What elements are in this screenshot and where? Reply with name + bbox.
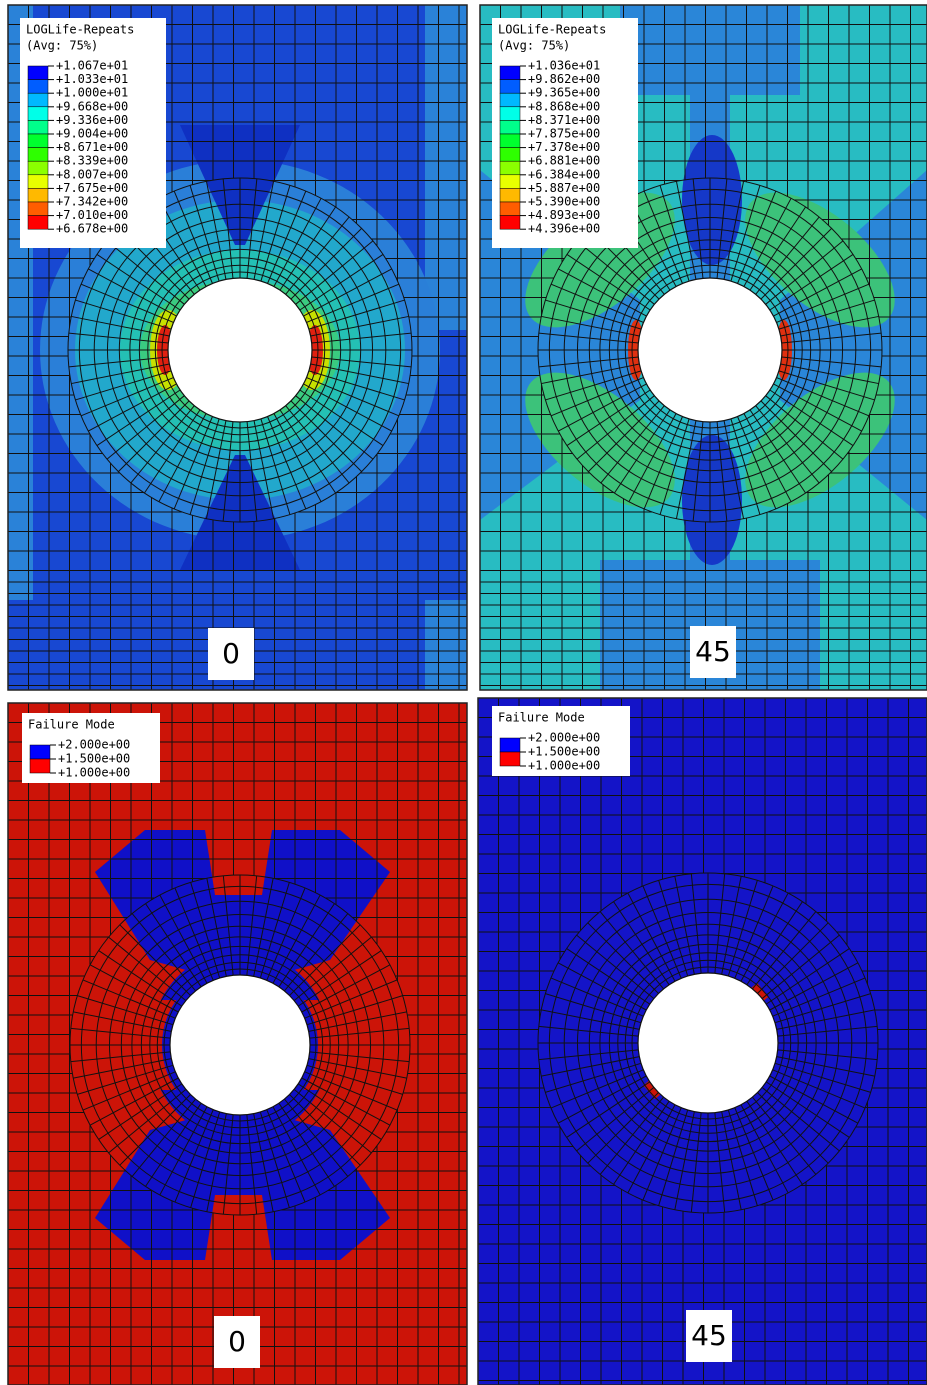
legend-title: LOGLife-Repeats — [498, 23, 606, 37]
legend-value: +5.390e+00 — [528, 195, 600, 209]
legend-swatch — [500, 120, 520, 134]
legend-value: +7.342e+00 — [56, 195, 128, 209]
legend-value: +1.067e+01 — [56, 59, 128, 73]
legend-title: Failure Mode — [498, 711, 585, 725]
legend-value: +9.862e+00 — [528, 72, 600, 86]
legend-swatch — [500, 175, 520, 189]
legend-swatch — [500, 752, 520, 766]
contour — [620, 5, 800, 95]
legend-value: +8.339e+00 — [56, 154, 128, 168]
legend-swatch — [500, 80, 520, 94]
legend-value: +9.336e+00 — [56, 113, 128, 127]
legend-swatch — [28, 175, 48, 189]
legend-swatch — [28, 216, 48, 230]
legend-value: +1.036e+01 — [528, 59, 600, 73]
panel-label: 45 — [691, 1319, 727, 1352]
legend-swatch — [500, 161, 520, 175]
figure: LOGLife-Repeats(Avg: 75%)+1.067e+01+1.03… — [0, 0, 927, 1385]
panel-label: 0 — [222, 637, 240, 670]
legend-value: +7.675e+00 — [56, 181, 128, 195]
legend-swatch — [500, 216, 520, 230]
legend-value: +9.004e+00 — [56, 127, 128, 141]
legend-value: +1.000e+01 — [56, 86, 128, 100]
legend-swatch — [500, 202, 520, 216]
hole — [638, 973, 778, 1113]
legend-value: +2.000e+00 — [528, 731, 600, 745]
legend-title: Failure Mode — [28, 718, 115, 732]
legend-value: +7.378e+00 — [528, 140, 600, 154]
legend-swatch — [28, 120, 48, 134]
legend-swatch — [28, 188, 48, 202]
panel-label: 0 — [228, 1325, 246, 1358]
legend-value: +2.000e+00 — [58, 738, 130, 752]
legend-value: +1.000e+00 — [528, 759, 600, 773]
legend-title: LOGLife-Repeats — [26, 23, 134, 37]
legend-swatch — [500, 66, 520, 80]
hole — [170, 975, 310, 1115]
legend-value: +6.384e+00 — [528, 167, 600, 181]
legend-swatch — [500, 738, 520, 752]
legend-value: +9.668e+00 — [56, 99, 128, 113]
legend-value: +9.365e+00 — [528, 86, 600, 100]
legend-swatch — [500, 148, 520, 162]
legend-swatch — [30, 759, 50, 773]
legend-swatch — [28, 107, 48, 121]
legend-value: +6.678e+00 — [56, 222, 128, 236]
legend-swatch — [28, 148, 48, 162]
legend-value: +1.000e+00 — [58, 766, 130, 780]
legend-swatch — [500, 93, 520, 107]
legend-value: +4.893e+00 — [528, 208, 600, 222]
legend-value: +4.396e+00 — [528, 222, 600, 236]
legend-value: +7.010e+00 — [56, 208, 128, 222]
contour — [682, 435, 742, 565]
legend-swatch — [28, 161, 48, 175]
legend-value: +8.371e+00 — [528, 113, 600, 127]
panel-label: 45 — [695, 635, 731, 668]
legend-swatch — [28, 93, 48, 107]
legend-value: +8.868e+00 — [528, 99, 600, 113]
legend-value: +7.875e+00 — [528, 127, 600, 141]
legend-value: +1.500e+00 — [58, 752, 130, 766]
legend-swatch — [28, 202, 48, 216]
legend-swatch — [28, 134, 48, 148]
legend-value: +5.887e+00 — [528, 181, 600, 195]
hole — [168, 278, 312, 422]
legend-subtitle: (Avg: 75%) — [498, 39, 570, 53]
legend-swatch — [500, 107, 520, 121]
legend-swatch — [28, 80, 48, 94]
legend-value: +6.881e+00 — [528, 154, 600, 168]
legend-swatch — [28, 66, 48, 80]
legend-value: +8.007e+00 — [56, 167, 128, 181]
legend-swatch — [500, 134, 520, 148]
legend-value: +1.500e+00 — [528, 745, 600, 759]
legend-swatch — [500, 188, 520, 202]
legend-value: +8.671e+00 — [56, 140, 128, 154]
legend-value: +1.033e+01 — [56, 72, 128, 86]
hole — [638, 278, 782, 422]
contour — [425, 0, 470, 330]
legend-subtitle: (Avg: 75%) — [26, 39, 98, 53]
legend-swatch — [30, 745, 50, 759]
